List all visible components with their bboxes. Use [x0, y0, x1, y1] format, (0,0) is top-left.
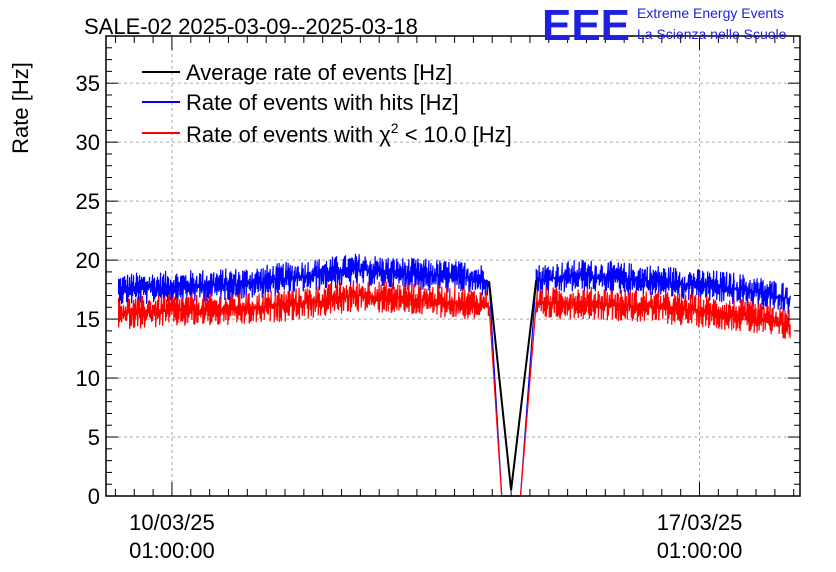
legend-label-hits: Rate of events with hits [Hz]	[186, 90, 459, 115]
eee-logo: EEE Extreme Energy Events La Scienza nel…	[542, 1, 787, 50]
logo-line-2: La Scienza nelle Scuole	[637, 26, 787, 42]
series-line-hits	[118, 253, 791, 497]
y-axis-label: Rate [Hz]	[8, 62, 33, 154]
axes-layer: 0 5 10 15 20 25 30 35 10/03/25 01:00:00 17/03/25 01…	[76, 35, 801, 563]
series-layer	[118, 253, 791, 497]
legend: Average rate of events [Hz] Rate of even…	[142, 60, 512, 147]
y-tick-label: 5	[88, 425, 100, 450]
grid-lines	[106, 36, 800, 496]
legend-chi2-suffix: < 10.0 [Hz]	[399, 122, 512, 147]
legend-label-chi2: Rate of events with χ2 < 10.0 [Hz]	[186, 120, 512, 147]
y-tick-label: 15	[76, 307, 100, 332]
legend-label-average: Average rate of events [Hz]	[186, 60, 452, 85]
y-tick-label: 35	[76, 71, 100, 96]
y-tick-label: 10	[76, 366, 100, 391]
y-tick-label: 0	[88, 484, 100, 509]
chart-title: SALE-02 2025-03-09--2025-03-18	[84, 14, 418, 39]
plot-frame	[105, 35, 801, 497]
y-tick-label: 30	[76, 130, 100, 155]
y-tick-label: 25	[76, 189, 100, 214]
legend-chi2-symbol: χ	[379, 122, 391, 147]
logo-mark: EEE	[542, 1, 630, 50]
logo-line-1: Extreme Energy Events	[637, 5, 784, 21]
legend-chi2-sup: 2	[391, 120, 399, 136]
x-tick-label-time: 01:00:00	[657, 538, 743, 563]
y-tick-label: 20	[76, 248, 100, 273]
series-line-chi2	[118, 280, 791, 497]
x-tick-label-date: 10/03/25	[129, 510, 215, 535]
x-tick-label-time: 01:00:00	[129, 538, 215, 563]
legend-chi2-prefix: Rate of events with	[186, 122, 379, 147]
x-tick-label-date: 17/03/25	[657, 510, 743, 535]
